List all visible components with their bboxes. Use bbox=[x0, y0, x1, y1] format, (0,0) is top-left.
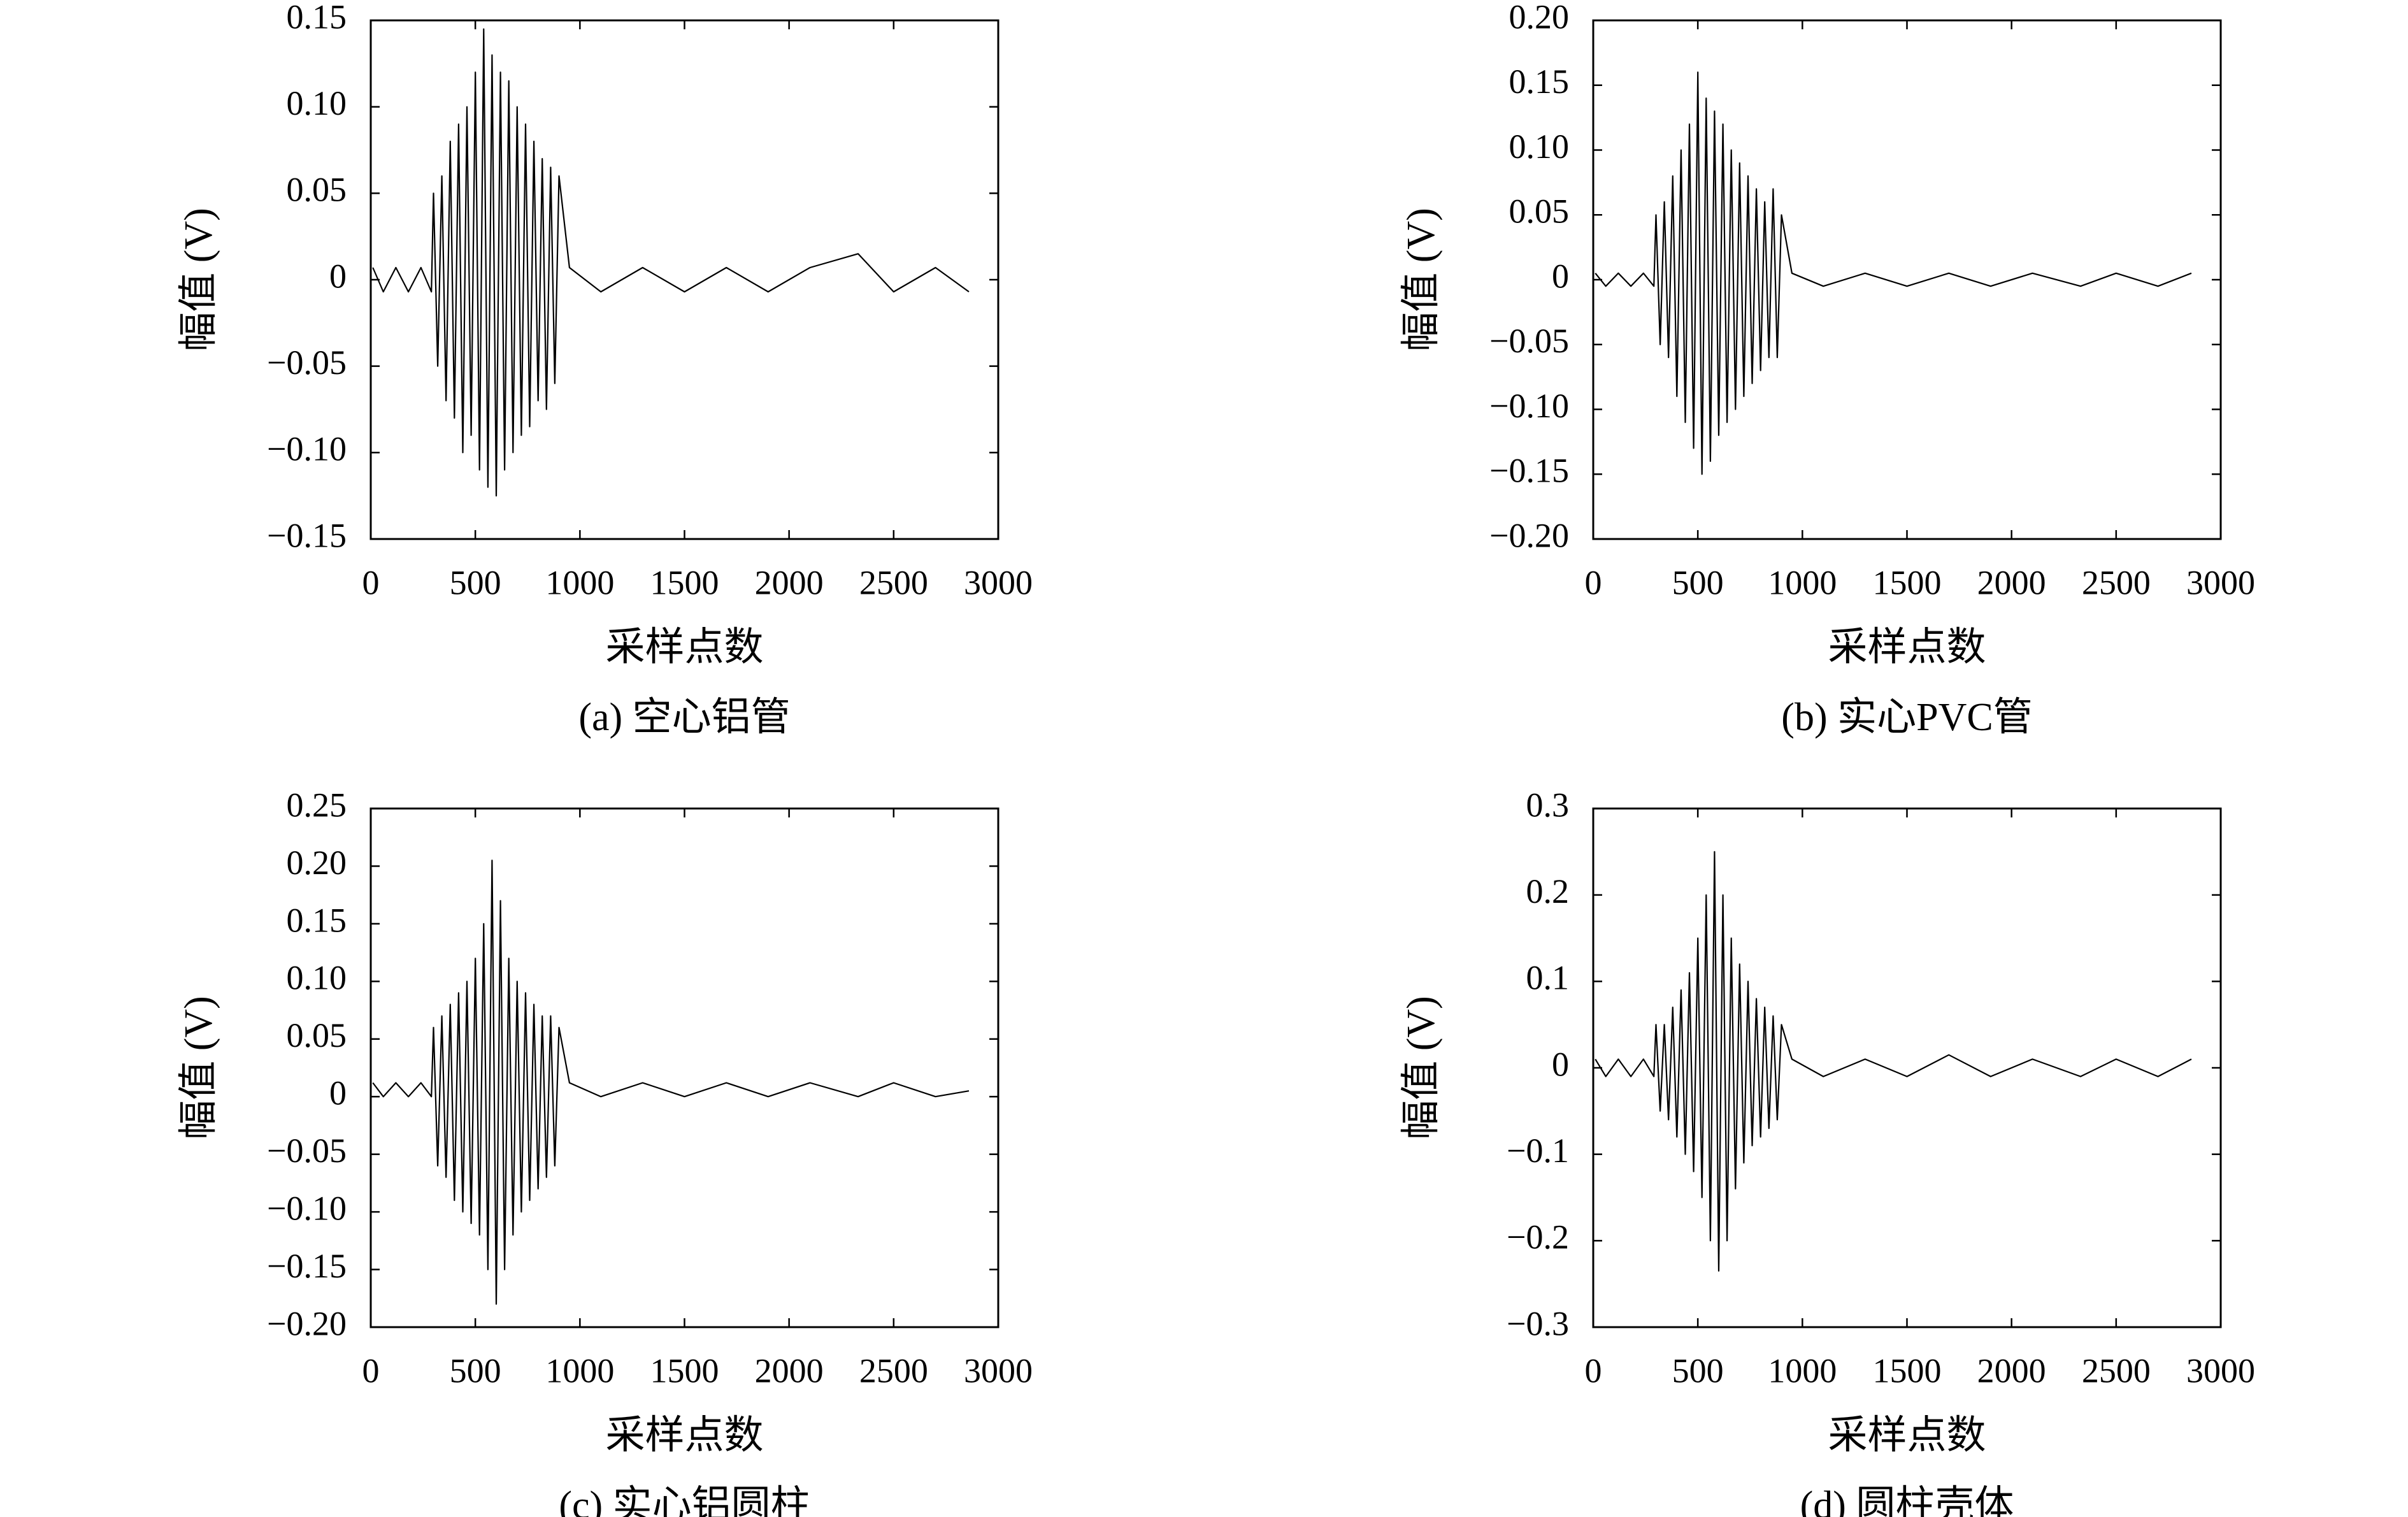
signal-line bbox=[1595, 851, 2192, 1272]
x-tick-label: 2000 bbox=[755, 1351, 824, 1390]
x-tick-label: 1500 bbox=[1873, 563, 1942, 601]
y-tick-label: 0.05 bbox=[1509, 192, 1570, 231]
x-tick-label: 0 bbox=[362, 1351, 380, 1390]
y-tick-label: −0.1 bbox=[1507, 1132, 1569, 1170]
y-tick-label: 0 bbox=[329, 257, 347, 295]
x-tick-label: 3000 bbox=[964, 563, 1033, 601]
x-tick-label: 3000 bbox=[2186, 563, 2255, 601]
x-tick-label: 2500 bbox=[859, 563, 928, 601]
x-tick-label: 1500 bbox=[650, 563, 719, 601]
x-axis-label: 采样点数 bbox=[1828, 1414, 1986, 1457]
x-tick-label: 2500 bbox=[2082, 563, 2151, 601]
y-tick-label: 0.10 bbox=[287, 84, 347, 122]
y-tick-label: −0.2 bbox=[1507, 1218, 1569, 1256]
x-tick-label: 1500 bbox=[1873, 1351, 1942, 1390]
y-tick-label: −0.15 bbox=[267, 516, 347, 554]
y-tick-label: 0.10 bbox=[287, 959, 347, 997]
y-tick-label: 0.05 bbox=[287, 1016, 347, 1054]
signal-line bbox=[372, 28, 970, 497]
caption: (d) 圆柱壳体 bbox=[1800, 1484, 2014, 1517]
y-axis-label: 幅值 (V) bbox=[1400, 996, 1443, 1140]
x-tick-label: 500 bbox=[450, 1351, 501, 1390]
x-tick-label: 2500 bbox=[859, 1351, 928, 1390]
x-tick-label: 0 bbox=[1585, 1351, 1602, 1390]
x-tick-label: 1000 bbox=[545, 563, 614, 601]
y-tick-label: 0.1 bbox=[1526, 959, 1570, 997]
signal-line bbox=[1595, 71, 2192, 475]
x-axis-label: 采样点数 bbox=[605, 1414, 763, 1457]
caption: (c) 实心铝圆柱 bbox=[559, 1484, 810, 1517]
x-tick-label: 2000 bbox=[1977, 563, 2046, 601]
y-tick-label: −0.10 bbox=[267, 1190, 347, 1228]
caption: (b) 实心PVC管 bbox=[1781, 696, 2032, 739]
y-tick-label: −0.05 bbox=[1489, 322, 1569, 360]
y-tick-label: −0.10 bbox=[1489, 387, 1569, 425]
y-tick-label: −0.05 bbox=[267, 1132, 347, 1170]
x-tick-label: 2500 bbox=[2082, 1351, 2151, 1390]
y-tick-label: 0.15 bbox=[287, 901, 347, 939]
y-axis-label: 幅值 (V) bbox=[177, 208, 220, 352]
x-tick-label: 0 bbox=[1585, 563, 1602, 601]
y-tick-label: 0.2 bbox=[1526, 872, 1570, 910]
y-tick-label: −0.15 bbox=[1489, 452, 1569, 490]
x-axis-label: 采样点数 bbox=[1828, 626, 1986, 669]
x-tick-label: 1500 bbox=[650, 1351, 719, 1390]
x-tick-label: 500 bbox=[450, 563, 501, 601]
x-tick-label: 1000 bbox=[545, 1351, 614, 1390]
y-tick-label: 0.15 bbox=[1509, 62, 1570, 101]
y-tick-label: −0.20 bbox=[1489, 516, 1569, 554]
x-tick-label: 1000 bbox=[1768, 563, 1837, 601]
y-tick-label: 0 bbox=[1552, 257, 1569, 295]
y-tick-label: −0.05 bbox=[267, 343, 347, 382]
x-tick-label: 3000 bbox=[2186, 1351, 2255, 1390]
y-tick-label: 0.25 bbox=[287, 786, 347, 824]
x-tick-label: 2000 bbox=[1977, 1351, 2046, 1390]
y-tick-label: −0.10 bbox=[267, 430, 347, 468]
y-tick-label: 0 bbox=[1552, 1045, 1569, 1083]
x-tick-label: 500 bbox=[1672, 1351, 1724, 1390]
x-tick-label: 1000 bbox=[1768, 1351, 1837, 1390]
y-tick-label: 0.15 bbox=[287, 0, 347, 36]
y-tick-label: −0.15 bbox=[267, 1247, 347, 1285]
caption: (a) 空心铝管 bbox=[578, 696, 790, 739]
x-tick-label: 3000 bbox=[964, 1351, 1033, 1390]
y-tick-label: −0.3 bbox=[1507, 1304, 1569, 1342]
y-tick-label: 0.20 bbox=[1509, 0, 1570, 36]
y-axis-label: 幅值 (V) bbox=[177, 996, 220, 1140]
x-tick-label: 0 bbox=[362, 563, 380, 601]
y-axis-label: 幅值 (V) bbox=[1400, 208, 1443, 352]
y-tick-label: 0.05 bbox=[287, 171, 347, 209]
x-tick-label: 2000 bbox=[755, 563, 824, 601]
y-tick-label: 0 bbox=[329, 1074, 347, 1112]
y-tick-label: −0.20 bbox=[267, 1304, 347, 1342]
x-axis-label: 采样点数 bbox=[605, 626, 763, 669]
y-tick-label: 0.20 bbox=[287, 844, 347, 882]
y-tick-label: 0.10 bbox=[1509, 127, 1570, 166]
signal-line bbox=[372, 859, 970, 1305]
x-tick-label: 500 bbox=[1672, 563, 1724, 601]
y-tick-label: 0.3 bbox=[1526, 786, 1570, 824]
